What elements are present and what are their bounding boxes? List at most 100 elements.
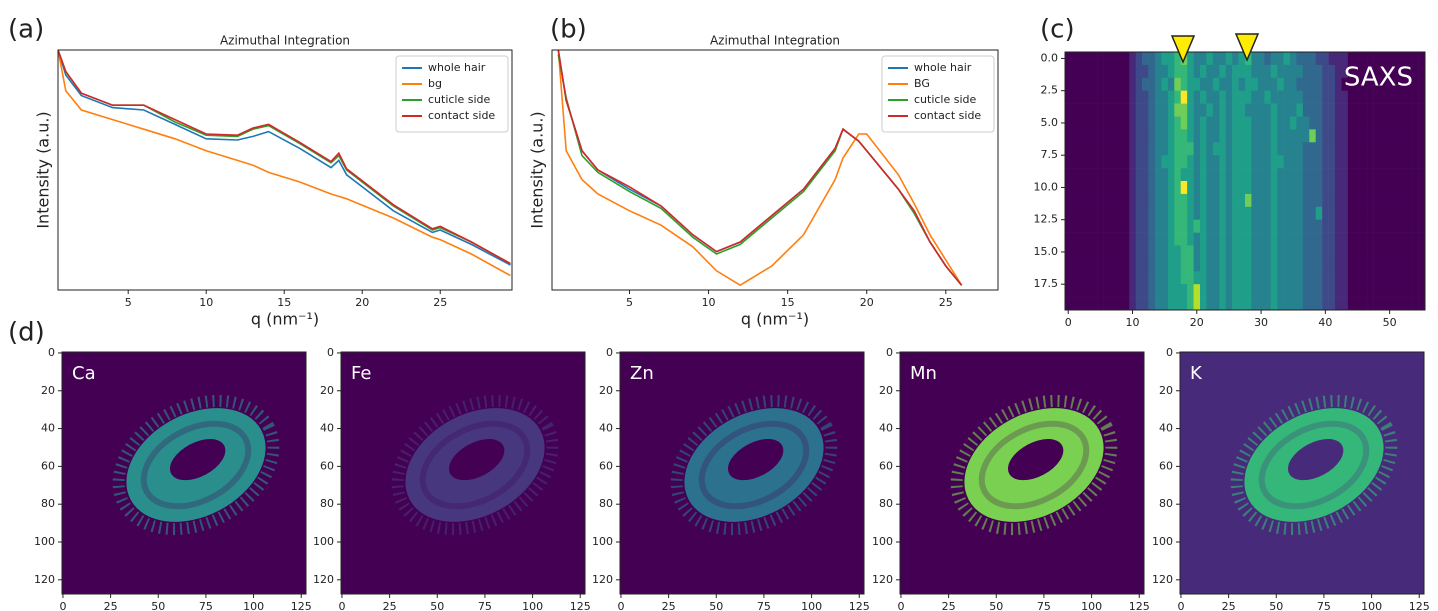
heat-cell (1302, 129, 1310, 143)
heat-cell (1399, 103, 1407, 117)
cuticle-spikes (112, 394, 280, 536)
heat-cell (1232, 116, 1239, 130)
heat-cell (1412, 232, 1419, 246)
heat-cell (1315, 77, 1323, 91)
heat-cell (1290, 103, 1297, 117)
heat-cell (1277, 284, 1284, 298)
heat-cell (1309, 77, 1317, 91)
heat-cell (1283, 129, 1291, 143)
heat-cell (1245, 271, 1252, 285)
heat-cell (1090, 284, 1098, 298)
y-tick-label: 40 (41, 422, 55, 435)
heat-cell (1251, 258, 1259, 272)
heat-cell (1206, 142, 1214, 156)
heat-cell (1277, 52, 1284, 66)
heat-cell (1373, 64, 1381, 79)
heat-cell (1341, 206, 1349, 220)
heat-cell (1380, 245, 1387, 259)
y-tick-label: 100 (592, 535, 613, 548)
heat-cell (1161, 116, 1169, 130)
heat-cell (1347, 181, 1355, 195)
heat-cell (1302, 103, 1310, 117)
heat-cell (1283, 155, 1291, 169)
heat-cell (1360, 90, 1368, 104)
heat-cell (1122, 168, 1130, 182)
x-tick-label: 0 (617, 600, 624, 611)
heat-cell (1090, 245, 1098, 259)
y-axis-label: Intensity (a.u.) (528, 111, 547, 228)
heat-cell (1354, 245, 1362, 259)
heat-cell (1380, 297, 1387, 311)
heat-cell (1347, 232, 1355, 246)
heat-cell (1161, 219, 1169, 233)
heat-cell (1386, 181, 1394, 195)
heat-cell (1238, 142, 1246, 156)
heat-cell (1367, 181, 1374, 195)
heat-cell (1155, 64, 1162, 79)
heat-cell (1367, 219, 1374, 233)
heat-cell (1251, 52, 1259, 66)
plot-frame (57, 49, 513, 291)
heat-cell (1225, 155, 1233, 169)
heat-cell (1180, 103, 1188, 117)
line-series (58, 50, 511, 266)
heat-cell (1309, 64, 1317, 79)
heat-cell (1180, 116, 1188, 130)
line-series (58, 50, 511, 265)
heat-cell (1347, 297, 1355, 311)
heat-cell (1392, 219, 1400, 233)
heat-cell (1238, 232, 1246, 246)
heat-cell (1180, 168, 1188, 182)
heat-cell (1335, 232, 1342, 246)
heat-cell (1328, 219, 1336, 233)
heat-cell (1135, 90, 1143, 104)
heat-cell (1225, 258, 1233, 272)
heat-cell (1354, 116, 1362, 130)
heat-cell (1116, 271, 1124, 285)
heat-cell (1129, 116, 1137, 130)
heat-cell (1335, 297, 1342, 311)
heat-cell (1309, 258, 1317, 272)
heat-cell (1335, 206, 1342, 220)
heat-cell (1071, 284, 1079, 298)
heat-cell (1090, 271, 1098, 285)
heat-cell (1187, 232, 1194, 246)
heat-cell (1328, 206, 1336, 220)
heat-cell (1322, 297, 1329, 311)
heat-cell (1225, 193, 1233, 208)
heat-cell (1360, 297, 1368, 311)
heat-cell (1277, 103, 1284, 117)
heat-cell (1392, 232, 1400, 246)
heat-cell (1270, 181, 1278, 195)
heat-cell (1251, 271, 1259, 285)
heat-cell (1270, 116, 1278, 130)
heat-cell (1219, 64, 1227, 79)
heat-cell (1110, 258, 1117, 272)
heat-cell (1373, 116, 1381, 130)
heat-cell (1341, 181, 1349, 195)
heat-cell (1328, 284, 1336, 298)
x-tick-label: 20 (1190, 316, 1204, 329)
heat-cell (1302, 155, 1310, 169)
heat-cell (1084, 284, 1092, 298)
heat-cell (1206, 103, 1214, 117)
heat-cell (1232, 52, 1239, 66)
panel-label: (b) (550, 15, 587, 45)
heat-cell (1354, 64, 1362, 79)
heat-cell (1347, 77, 1355, 91)
heat-cell (1077, 245, 1085, 259)
x-tick-label: 100 (1081, 600, 1102, 611)
heat-cell (1077, 77, 1085, 91)
heat-cell (1225, 77, 1233, 91)
heat-cell (1296, 245, 1304, 259)
heat-cell (1180, 297, 1188, 311)
heat-cell (1187, 77, 1194, 91)
heat-cell (1135, 103, 1143, 117)
y-tick-label: 100 (313, 535, 334, 548)
heat-cell (1116, 297, 1124, 311)
heat-cell (1200, 284, 1207, 298)
heat-cell (1187, 245, 1194, 259)
heat-cell (1373, 168, 1381, 182)
heat-cell (1122, 193, 1130, 208)
heat-cell (1167, 232, 1175, 246)
